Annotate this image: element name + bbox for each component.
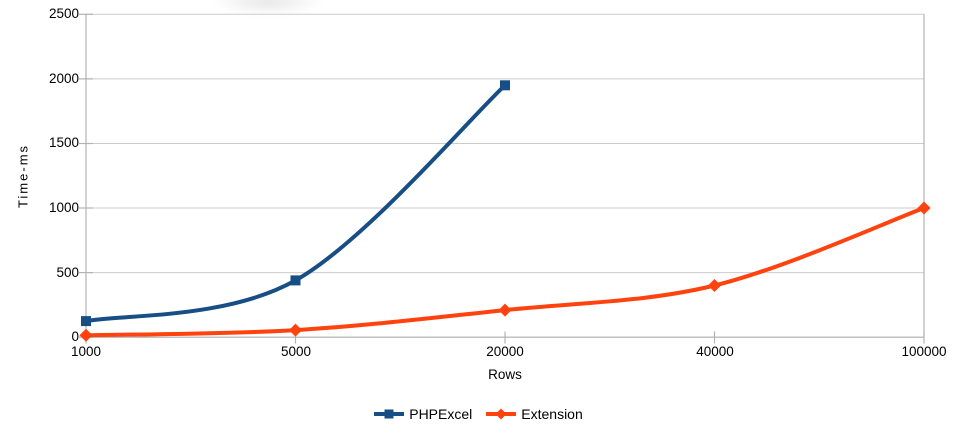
y-tick-label: 1500 bbox=[48, 135, 79, 150]
legend-marker-square-icon bbox=[374, 409, 405, 419]
data-point-phpexcel bbox=[81, 316, 91, 327]
legend-item-extension: Extension bbox=[486, 406, 583, 422]
y-tick-label: 500 bbox=[56, 265, 79, 280]
y-axis-title: Time-ms bbox=[15, 143, 31, 209]
y-tick-label: 2000 bbox=[48, 71, 79, 86]
y-tick-label: 0 bbox=[71, 329, 79, 344]
x-tick-label: 20000 bbox=[486, 344, 524, 359]
data-point-extension bbox=[289, 323, 302, 337]
legend-label: PHPExcel bbox=[409, 406, 473, 422]
x-tick-label: 1000 bbox=[70, 344, 102, 359]
data-point-extension bbox=[708, 279, 721, 292]
data-point-extension bbox=[79, 328, 93, 342]
data-point-phpexcel bbox=[290, 275, 301, 286]
y-tick-label: 1000 bbox=[48, 200, 79, 215]
x-tick-label: 5000 bbox=[280, 344, 312, 359]
legend-label: Extension bbox=[521, 406, 583, 422]
x-tick-label: 40000 bbox=[696, 344, 734, 359]
y-tick-label: 2500 bbox=[48, 6, 79, 21]
data-point-phpexcel bbox=[500, 80, 510, 91]
legend-marker-diamond-icon bbox=[486, 408, 517, 420]
data-point-extension bbox=[917, 201, 931, 215]
data-point-extension bbox=[498, 303, 512, 317]
x-axis-title: Rows bbox=[488, 367, 522, 382]
legend: PHPExcel Extension bbox=[0, 406, 957, 422]
series-line-phpexcel bbox=[84, 83, 507, 324]
x-tick-label: 100000 bbox=[901, 344, 947, 359]
legend-item-phpexcel: PHPExcel bbox=[374, 406, 472, 422]
